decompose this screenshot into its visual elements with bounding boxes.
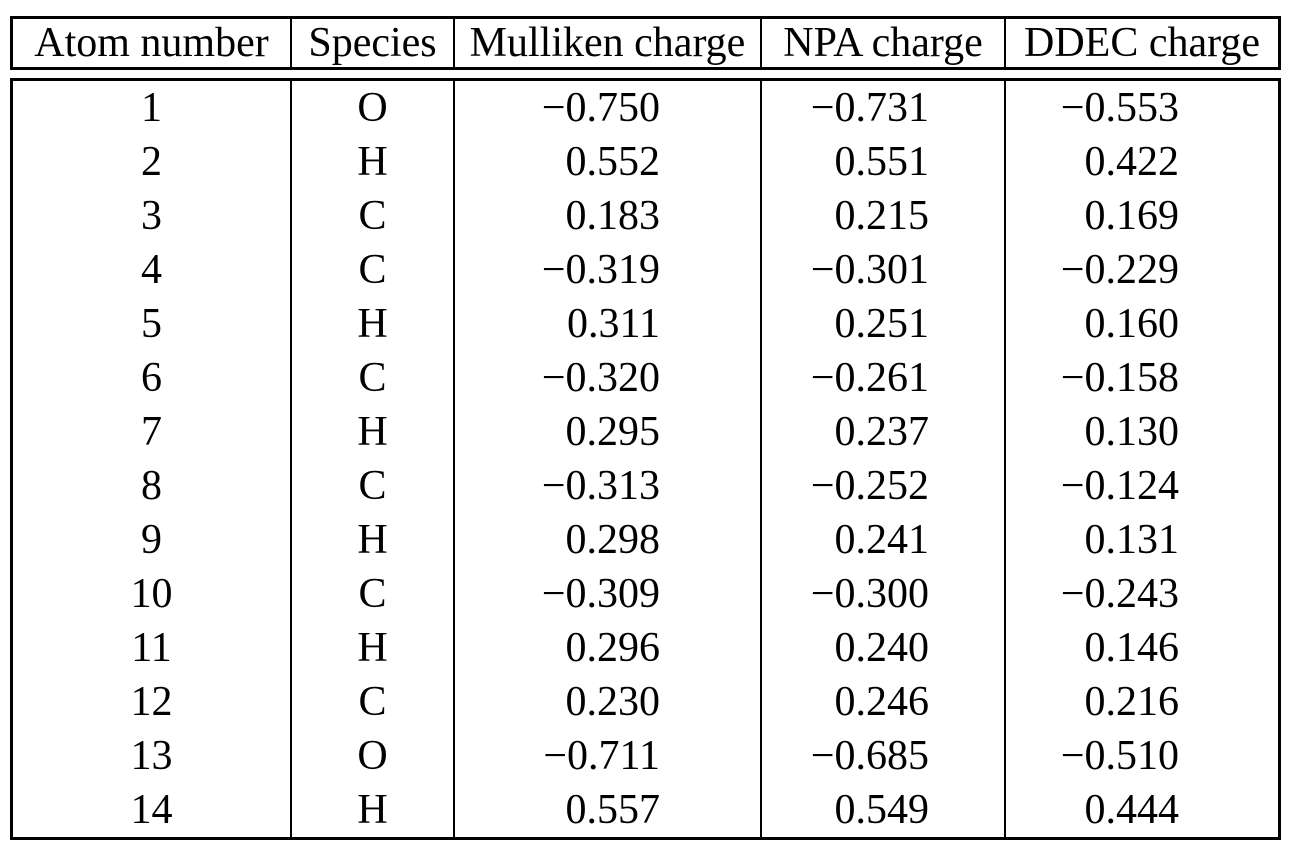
cell-npa: 0.251 (760, 297, 1004, 351)
cell-npa: 0.549 (760, 783, 1004, 837)
cell-species: O (290, 81, 453, 135)
table-header-row: Atom number Species Mulliken charge NPA … (10, 16, 1281, 70)
table-body: 1 O −0.750 −0.731 −0.553 2 H 0.552 0.551 0.422 3 C 0… (10, 78, 1281, 840)
cell-ddec: 0.160 (1004, 297, 1278, 351)
cell-atom: 5 (141, 301, 162, 347)
cell-ddec: 0.131 (1004, 513, 1278, 567)
cell-npa: −0.685 (760, 729, 1004, 783)
cell-species: O (290, 729, 453, 783)
cell-npa: 0.241 (760, 513, 1004, 567)
cell-species: C (290, 459, 453, 513)
cell-npa: 0.215 (760, 189, 1004, 243)
cell-npa: −0.731 (760, 81, 1004, 135)
cell-ddec: −0.243 (1004, 567, 1278, 621)
cell-atom: 6 (141, 355, 162, 401)
column-header-species: Species (290, 19, 453, 67)
cell-ddec: 0.146 (1004, 621, 1278, 675)
cell-atom: 10 (130, 571, 173, 617)
cell-species: H (290, 621, 453, 675)
cell-mulliken: −0.711 (453, 729, 760, 783)
cell-npa: 0.237 (760, 405, 1004, 459)
cell-atom: 3 (141, 193, 162, 239)
cell-species: C (290, 351, 453, 405)
column-header-npa-charge: NPA charge (760, 19, 1004, 67)
cell-atom: 4 (141, 247, 162, 293)
cell-npa: 0.240 (760, 621, 1004, 675)
cell-mulliken: 0.311 (453, 297, 760, 351)
cell-mulliken: 0.552 (453, 135, 760, 189)
cell-ddec: −0.510 (1004, 729, 1278, 783)
cell-npa: −0.301 (760, 243, 1004, 297)
cell-ddec: 0.422 (1004, 135, 1278, 189)
cell-atom: 8 (141, 463, 162, 509)
double-rule-gap (10, 70, 1281, 78)
cell-species: H (290, 513, 453, 567)
cell-atom: 2 (141, 139, 162, 185)
cell-atom: 1 (141, 85, 162, 131)
cell-mulliken: 0.557 (453, 783, 760, 837)
cell-ddec: −0.553 (1004, 81, 1278, 135)
cell-ddec: 0.130 (1004, 405, 1278, 459)
cell-mulliken: 0.295 (453, 405, 760, 459)
cell-species: C (290, 243, 453, 297)
cell-atom: 14 (130, 787, 173, 833)
cell-ddec: −0.158 (1004, 351, 1278, 405)
cell-mulliken: 0.296 (453, 621, 760, 675)
column-header-ddec-charge: DDEC charge (1004, 19, 1278, 67)
cell-atom: 12 (130, 679, 173, 725)
cell-mulliken: −0.313 (453, 459, 760, 513)
cell-atom: 9 (141, 517, 162, 563)
cell-npa: −0.252 (760, 459, 1004, 513)
cell-species: H (290, 135, 453, 189)
cell-atom: 7 (141, 409, 162, 455)
cell-npa: −0.300 (760, 567, 1004, 621)
cell-species: C (290, 567, 453, 621)
cell-species: H (290, 297, 453, 351)
cell-npa: −0.261 (760, 351, 1004, 405)
column-header-mulliken-charge: Mulliken charge (453, 19, 760, 67)
cell-ddec: −0.229 (1004, 243, 1278, 297)
cell-ddec: 0.169 (1004, 189, 1278, 243)
cell-species: H (290, 783, 453, 837)
cell-mulliken: 0.230 (453, 675, 760, 729)
cell-mulliken: 0.183 (453, 189, 760, 243)
cell-npa: 0.246 (760, 675, 1004, 729)
cell-mulliken: −0.309 (453, 567, 760, 621)
charges-table: Atom number Species Mulliken charge NPA … (10, 16, 1281, 840)
cell-npa: 0.551 (760, 135, 1004, 189)
cell-mulliken: −0.750 (453, 81, 760, 135)
cell-species: C (290, 675, 453, 729)
cell-mulliken: −0.320 (453, 351, 760, 405)
cell-atom: 11 (131, 625, 172, 671)
cell-species: H (290, 405, 453, 459)
cell-mulliken: 0.298 (453, 513, 760, 567)
cell-mulliken: −0.319 (453, 243, 760, 297)
column-header-atom-number: Atom number (34, 20, 269, 66)
cell-atom: 13 (130, 733, 173, 779)
cell-species: C (290, 189, 453, 243)
cell-ddec: 0.444 (1004, 783, 1278, 837)
cell-ddec: 0.216 (1004, 675, 1278, 729)
cell-ddec: −0.124 (1004, 459, 1278, 513)
